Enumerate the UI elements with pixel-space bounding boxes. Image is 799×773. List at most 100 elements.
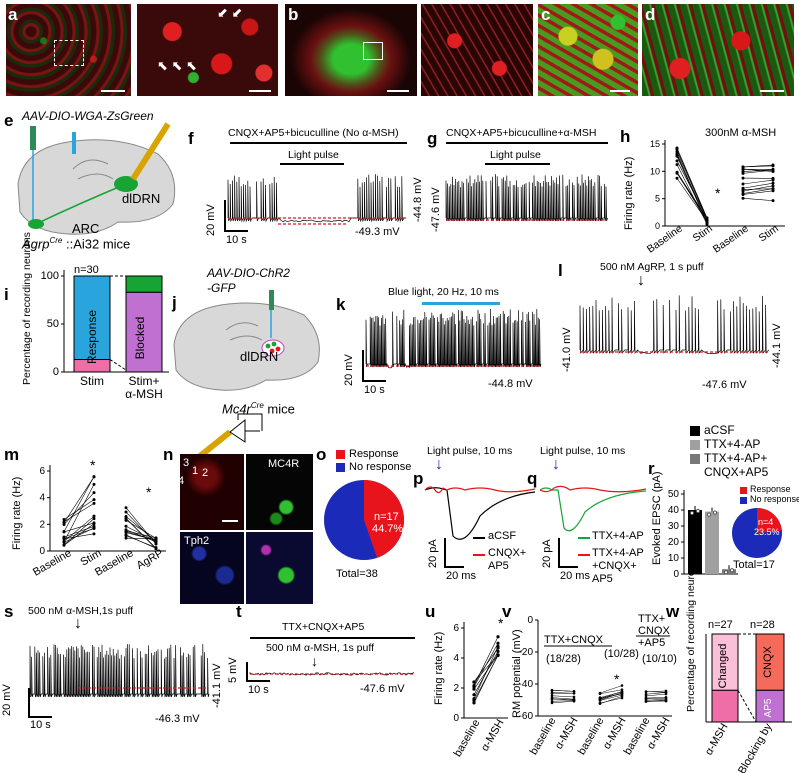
s-scale-v <box>28 688 30 716</box>
micrograph-b <box>285 4 417 96</box>
p-legend-ap5: AP5 <box>488 560 509 572</box>
r-legend-ttxcnqx: TTX+4-AP+ <box>704 451 768 465</box>
data-point <box>620 695 624 698</box>
paired-line <box>63 533 95 540</box>
scale-bar <box>387 90 409 92</box>
j-virus: AAV-DIO-ChR2 <box>207 266 290 280</box>
w-chart: n=27 n=28 Changed CNQX AP5 α-MSH Blocking by <box>703 619 792 773</box>
bar-blocked <box>125 291 163 373</box>
data-point <box>550 699 554 703</box>
data-point <box>729 568 735 573</box>
i-ylabel: Percentage of recording neurons <box>21 232 33 385</box>
bar <box>688 510 702 574</box>
paired-line <box>551 700 575 704</box>
data-point <box>62 537 66 541</box>
o-legend-response: Response <box>349 448 399 460</box>
panel-label-l: l <box>558 261 563 280</box>
condition-label: TTX+CNQX <box>544 634 604 646</box>
paired-line <box>742 198 774 201</box>
data-point <box>92 475 96 479</box>
tick-label: 2 <box>453 683 459 694</box>
significance-star: * <box>715 185 721 201</box>
scale-bar <box>760 90 784 92</box>
x-tick-label: α-MSH <box>125 387 163 401</box>
h-note: 300nM α-MSH <box>705 127 777 139</box>
tick-label: 2 <box>39 519 45 530</box>
paired-line <box>599 693 623 699</box>
panel-label-b: b <box>288 5 299 24</box>
voltage-trace <box>227 174 407 223</box>
panel-label-m: m <box>4 445 20 464</box>
data-point <box>620 684 624 687</box>
count-label: (10/10) <box>642 653 677 665</box>
data-point <box>741 196 745 200</box>
paired-line <box>551 698 575 701</box>
g-title: CNQX+AP5+bicuculline+α-MSH <box>446 127 597 139</box>
p-scale-i: 20 pA <box>427 539 439 568</box>
tick-label: 50 <box>47 318 59 330</box>
micrograph-d <box>642 4 794 96</box>
n-image-tph2: Tph2 <box>180 532 244 604</box>
k-scale-v-label: 20 mV <box>343 354 355 386</box>
inset-box <box>54 40 84 66</box>
data-point <box>675 176 679 180</box>
paired-line <box>63 527 95 543</box>
n-label-tph2: Tph2 <box>184 535 210 547</box>
data-point <box>472 701 476 705</box>
s-arrow: ↓ <box>74 615 82 632</box>
g-light-bar <box>485 163 550 165</box>
n-image-mc4r: MC4R <box>246 454 313 530</box>
tick-label: 6 <box>39 466 45 477</box>
data-point <box>741 176 745 180</box>
tick-label: 0 <box>39 546 45 557</box>
paired-line <box>63 484 95 542</box>
data-point <box>664 699 668 703</box>
data-point <box>572 690 576 693</box>
i-chart: 0 50 100 n=30 Response Blocked Stim Stim+α-MSH <box>41 264 169 401</box>
condition-label: CNQX <box>638 625 670 637</box>
g-title-bar <box>446 142 608 144</box>
paired-line <box>645 692 667 695</box>
data-point <box>92 482 96 486</box>
bar-ap5 <box>755 689 785 723</box>
paired-line <box>742 179 774 185</box>
data-point <box>771 163 775 167</box>
panel-label-t: t <box>236 602 242 621</box>
j-mouse: Mc4rCre mice <box>222 401 295 417</box>
brain-schematic-j <box>173 290 320 391</box>
data-point <box>705 221 709 225</box>
r-legend-acsf-swatch <box>690 426 700 436</box>
f-scale-v <box>224 200 226 230</box>
panel-label-f: f <box>188 129 194 148</box>
panel-label-j: j <box>172 293 177 312</box>
panel-label-s: s <box>4 602 14 621</box>
paired-line <box>63 515 95 542</box>
m-ylabel: Firing rate (Hz) <box>11 476 23 550</box>
n-cell-4: 4 <box>180 475 185 487</box>
data-point <box>771 181 775 185</box>
data-point <box>771 184 775 188</box>
data-point <box>598 696 602 699</box>
data-point <box>771 199 775 203</box>
paired-line <box>599 691 623 698</box>
tick-label: 10 <box>650 166 660 176</box>
paired-line <box>676 151 708 220</box>
tick-label: -40 <box>519 679 534 690</box>
tick-label: -60 <box>519 711 534 722</box>
data-point <box>675 148 679 152</box>
paired-line <box>742 188 774 194</box>
q-scale-i: 20 pA <box>541 539 553 568</box>
data-point <box>675 171 679 175</box>
data-point <box>92 521 96 525</box>
voltage-trace <box>579 295 770 355</box>
data-point <box>154 542 158 546</box>
bar <box>722 569 736 574</box>
data-point <box>124 536 128 540</box>
pie-slice-response <box>757 508 782 533</box>
x-tick-label: Baseline <box>711 223 751 256</box>
data-point <box>620 688 624 692</box>
paired-line <box>742 188 774 190</box>
data-point <box>572 698 576 702</box>
q-scale-t-label: 20 ms <box>560 570 590 582</box>
paired-line <box>125 534 157 549</box>
